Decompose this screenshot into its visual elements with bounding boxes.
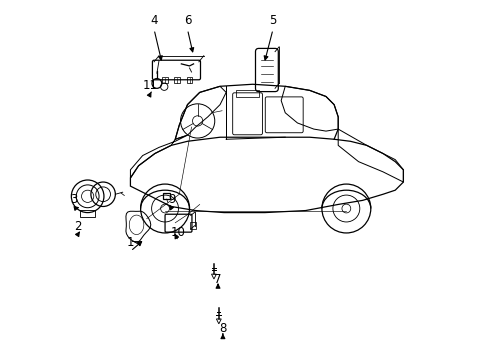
Text: 7: 7 — [214, 273, 222, 286]
Bar — [163, 193, 170, 199]
Bar — [186, 77, 192, 83]
Bar — [189, 221, 195, 229]
Text: 6: 6 — [183, 14, 191, 27]
Bar — [80, 210, 95, 217]
Bar — [236, 90, 258, 97]
Text: 10: 10 — [171, 226, 185, 239]
Text: 4: 4 — [150, 14, 158, 27]
Bar — [162, 77, 167, 83]
Text: 11: 11 — [142, 80, 157, 93]
Text: 8: 8 — [219, 322, 226, 335]
Text: 3: 3 — [70, 193, 78, 207]
Text: 2: 2 — [74, 220, 81, 233]
Text: 5: 5 — [269, 14, 276, 27]
Text: 1: 1 — [126, 236, 134, 249]
Text: 9: 9 — [168, 193, 175, 207]
Bar — [174, 77, 180, 83]
